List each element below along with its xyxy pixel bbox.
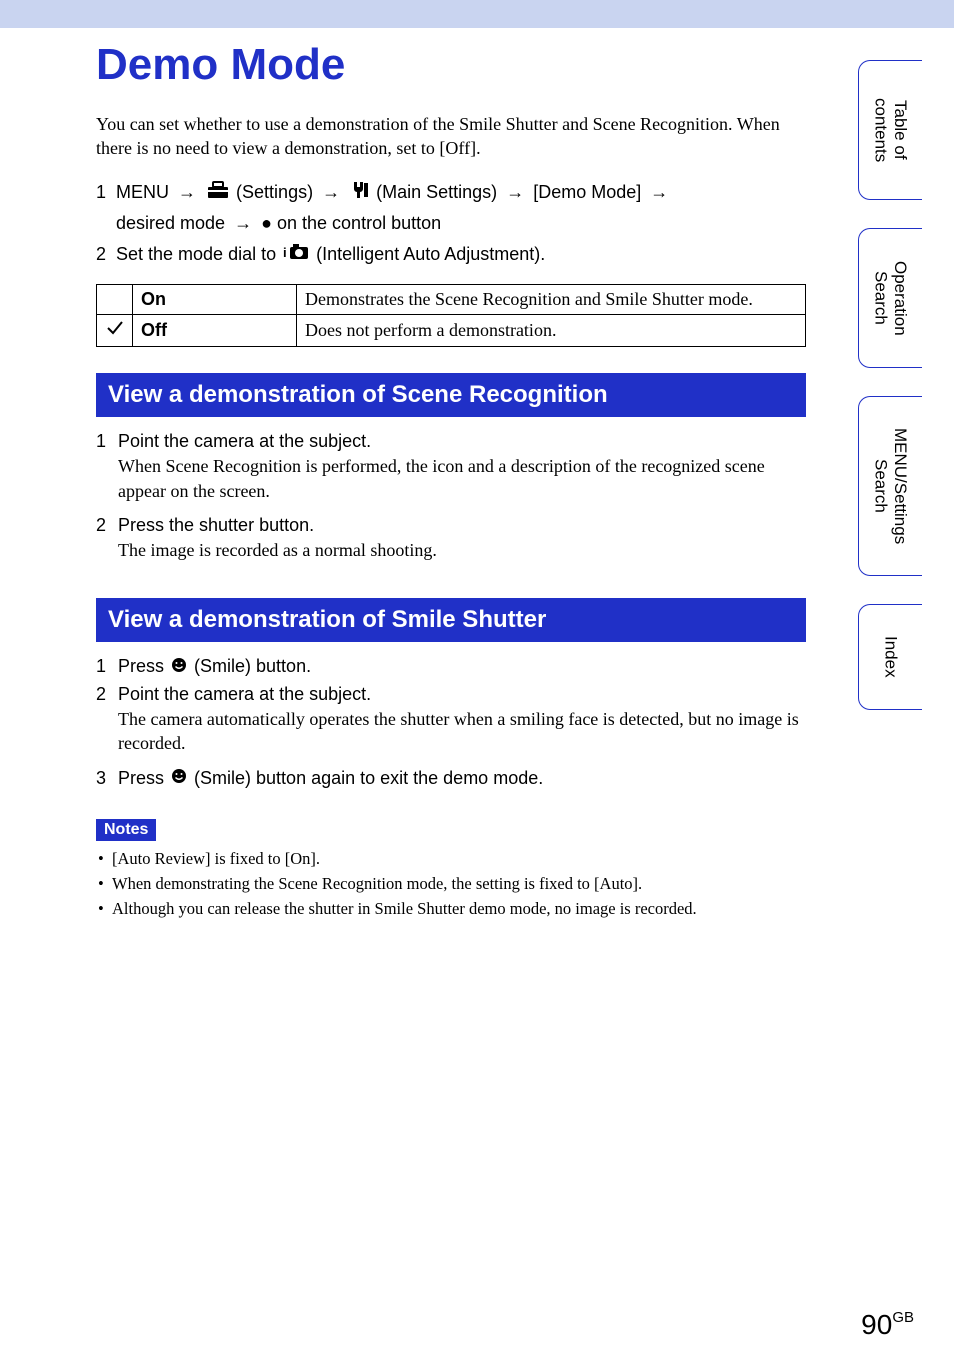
check-cell: [97, 315, 133, 347]
notes-badge: Notes: [96, 819, 156, 841]
step-head: Point the camera at the subject.: [118, 431, 806, 452]
demo-mode-label: [Demo Mode]: [533, 182, 641, 202]
menu-label: MENU: [116, 182, 169, 202]
arrow-icon: →: [234, 208, 252, 239]
arrow-icon: →: [178, 177, 196, 208]
toolbox-icon: [207, 178, 229, 209]
proc-step: 2 Point the camera at the subject. The c…: [96, 684, 806, 764]
step-head-post: (Smile) button.: [194, 656, 311, 676]
nav-step-1: 1 MENU → (Settings) → (Main Settings) → …: [96, 177, 806, 239]
tab-label-line1: MENU/Settings: [891, 428, 910, 544]
step-desc: The camera automatically operates the sh…: [118, 707, 806, 756]
notes-list: [Auto Review] is fixed to [On]. When dem…: [96, 847, 806, 920]
proc-step: 2 Press the shutter button. The image is…: [96, 515, 806, 570]
settings-label: (Settings): [236, 182, 313, 202]
dot-icon: ●: [261, 213, 272, 233]
step-head: Press (Smile) button.: [118, 656, 806, 678]
step-number: 2: [96, 515, 118, 570]
options-table: On Demonstrates the Scene Recognition an…: [96, 284, 806, 347]
check-cell: [97, 285, 133, 315]
option-label: On: [133, 285, 297, 315]
tab-table-of-contents[interactable]: Table of contents: [858, 60, 922, 200]
check-icon: [106, 321, 124, 341]
control-button-label: on the control button: [277, 213, 441, 233]
step-head: Point the camera at the subject.: [118, 684, 806, 705]
notes-block: Notes [Auto Review] is fixed to [On]. Wh…: [96, 819, 806, 920]
camera-auto-icon: i: [283, 240, 309, 271]
step-number: 2: [96, 239, 116, 271]
tab-label-line1: Table of: [891, 100, 910, 160]
table-row: On Demonstrates the Scene Recognition an…: [97, 285, 806, 315]
main-settings-label: (Main Settings): [376, 182, 497, 202]
tab-label-line2: Search: [872, 459, 891, 513]
option-desc: Does not perform a demonstration.: [297, 315, 806, 347]
navigation-steps: 1 MENU → (Settings) → (Main Settings) → …: [96, 177, 806, 271]
svg-text:i: i: [283, 245, 287, 260]
step-number: 3: [96, 768, 118, 792]
top-header-band: [0, 0, 954, 28]
step-desc: When Scene Recognition is performed, the…: [118, 454, 806, 503]
side-tabs: Table of contents Operation Search MENU/…: [858, 60, 922, 738]
nav-step-2: 2 Set the mode dial to i (Intelligent Au…: [96, 239, 806, 271]
tab-index[interactable]: Index: [858, 604, 922, 710]
step-number: 1: [96, 656, 118, 680]
step-head-post: (Smile) button again to exit the demo mo…: [194, 768, 543, 788]
table-row: Off Does not perform a demonstration.: [97, 315, 806, 347]
wrench-icon: [351, 178, 369, 209]
step-desc: The image is recorded as a normal shooti…: [118, 538, 806, 562]
tab-label-line2: contents: [872, 98, 891, 162]
page-number: 90GB: [861, 1309, 914, 1341]
section-heading: View a demonstration of Scene Recognitio…: [96, 373, 806, 417]
step2-prefix: Set the mode dial to: [116, 244, 276, 264]
note-item: [Auto Review] is fixed to [On].: [96, 847, 806, 870]
smile-icon: [171, 657, 187, 678]
step-head-pre: Press: [118, 768, 169, 788]
note-item: Although you can release the shutter in …: [96, 897, 806, 920]
step-number: 1: [96, 431, 118, 511]
step-number: 2: [96, 684, 118, 764]
desired-mode-label: desired mode: [116, 213, 225, 233]
note-item: When demonstrating the Scene Recognition…: [96, 872, 806, 895]
step-head: Press the shutter button.: [118, 515, 806, 536]
step2-suffix: (Intelligent Auto Adjustment).: [316, 244, 545, 264]
arrow-icon: →: [650, 177, 668, 208]
tab-operation-search[interactable]: Operation Search: [858, 228, 922, 368]
proc-step: 3 Press (Smile) button again to exit the…: [96, 768, 806, 792]
step-head: Press (Smile) button again to exit the d…: [118, 768, 806, 790]
option-label: Off: [133, 315, 297, 347]
page-title: Demo Mode: [96, 40, 806, 90]
section-smile-shutter: View a demonstration of Smile Shutter 1 …: [96, 598, 806, 791]
arrow-icon: →: [322, 177, 340, 208]
tab-label-line1: Operation: [891, 261, 910, 336]
page-number-suffix: GB: [892, 1309, 914, 1326]
page-number-value: 90: [861, 1309, 892, 1340]
page-content: Demo Mode You can set whether to use a d…: [96, 40, 806, 923]
arrow-icon: →: [506, 177, 524, 208]
proc-step: 1 Point the camera at the subject. When …: [96, 431, 806, 511]
smile-icon: [171, 768, 187, 789]
step-body: Set the mode dial to i (Intelligent Auto…: [116, 239, 806, 271]
step-number: 1: [96, 177, 116, 239]
intro-text: You can set whether to use a demonstrati…: [96, 112, 806, 161]
option-desc: Demonstrates the Scene Recognition and S…: [297, 285, 806, 315]
tab-menu-settings-search[interactable]: MENU/Settings Search: [858, 396, 922, 576]
tab-label-line2: Search: [872, 271, 891, 325]
step-head-pre: Press: [118, 656, 169, 676]
section-scene-recognition: View a demonstration of Scene Recognitio…: [96, 373, 806, 570]
tab-label-line1: Index: [881, 636, 900, 678]
section-heading: View a demonstration of Smile Shutter: [96, 598, 806, 642]
proc-step: 1 Press (Smile) button.: [96, 656, 806, 680]
step-body: MENU → (Settings) → (Main Settings) → [D…: [116, 177, 806, 239]
